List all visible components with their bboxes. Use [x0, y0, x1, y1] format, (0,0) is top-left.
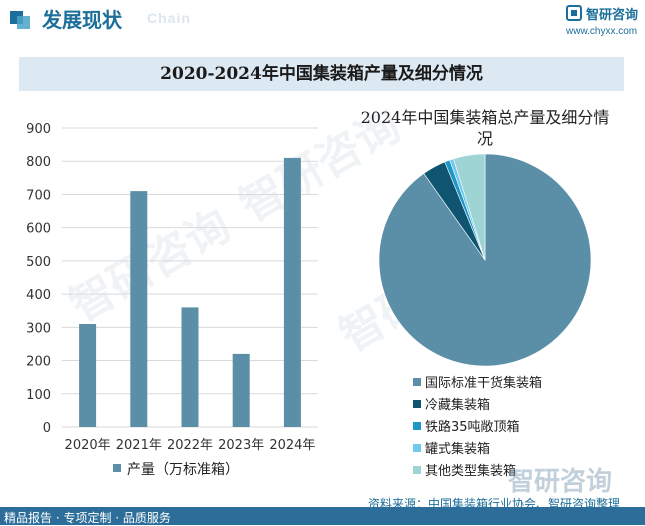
section-subtitle: Chain: [147, 10, 191, 26]
pie-legend-label: 其他类型集装箱: [425, 464, 517, 479]
legend-swatch: [413, 444, 421, 452]
header: 发展现状 Chain 智研咨询 www.chyxx.com: [0, 0, 645, 42]
legend-swatch: [413, 422, 421, 430]
watermark-logo: 智研咨询: [508, 467, 613, 497]
y-tick-label: 500: [26, 255, 51, 270]
y-tick-label: 100: [26, 388, 51, 403]
y-tick-label: 300: [26, 321, 51, 336]
section-title: 发展现状: [42, 8, 122, 32]
title-band: 2020-2024年中国集装箱产量及细分情况: [19, 57, 624, 91]
bar-x-ticks: 2020年 2021年 2022年 2023年 2024年: [65, 438, 316, 453]
x-tick-label: 2024年: [269, 438, 315, 453]
pie-legend-label: 铁路35吨敞顶箱: [425, 420, 520, 435]
pie-legend-item: 铁路35吨敞顶箱: [413, 416, 520, 436]
y-tick-label: 400: [26, 288, 51, 303]
bar: [232, 353, 250, 427]
bar: [130, 191, 148, 427]
y-tick-label: 700: [26, 188, 51, 203]
stack-icon: [10, 11, 30, 29]
y-tick-label: 0: [43, 421, 51, 436]
y-tick-label: 800: [26, 155, 51, 170]
pie-legend-item: 国际标准干货集装箱: [413, 372, 542, 392]
brand-logo-icon: [566, 5, 582, 21]
chart-title: 2020-2024年中国集装箱产量及细分情况: [160, 64, 483, 84]
pie-legend-item: 冷藏集装箱: [413, 394, 490, 414]
pie-slices: [378, 153, 592, 367]
legend-swatch: [413, 378, 421, 386]
bar-y-ticks: 0 100 200 300 400 500 600 700 800 900: [26, 122, 51, 436]
x-tick-label: 2021年: [116, 438, 162, 453]
pie-legend-item: 罐式集装箱: [413, 438, 490, 458]
brand-name: 智研咨询: [586, 8, 639, 23]
pie-legend-label: 罐式集装箱: [425, 442, 491, 457]
x-tick-label: 2023年: [218, 438, 264, 453]
footer-slogan: 精品报告 · 专项定制 · 品质服务: [4, 511, 171, 525]
legend-swatch: [413, 400, 421, 408]
y-tick-label: 200: [26, 355, 51, 370]
pie-legend-label: 国际标准干货集装箱: [425, 376, 543, 391]
bar: [181, 307, 199, 427]
bar: [79, 324, 97, 427]
legend-swatch: [413, 466, 421, 474]
y-tick-label: 900: [26, 122, 51, 137]
legend-swatch: [113, 464, 121, 472]
bar-series: [79, 157, 301, 427]
bar-legend: 产量（万标准箱）: [113, 459, 239, 479]
pie-legend-item: 其他类型集装箱: [413, 460, 516, 480]
bar: [283, 157, 301, 427]
x-tick-label: 2022年: [167, 438, 213, 453]
x-tick-label: 2020年: [65, 438, 111, 453]
pie-slice: [453, 153, 486, 261]
pie-legend-label: 冷藏集装箱: [425, 398, 491, 413]
pie-title: 2024年中国集装箱总产量及细分情况: [360, 108, 610, 148]
footer-band: [0, 507, 645, 525]
brand-url[interactable]: www.chyxx.com: [566, 26, 638, 37]
y-tick-label: 600: [26, 222, 51, 237]
bar-legend-label: 产量（万标准箱）: [127, 462, 239, 478]
